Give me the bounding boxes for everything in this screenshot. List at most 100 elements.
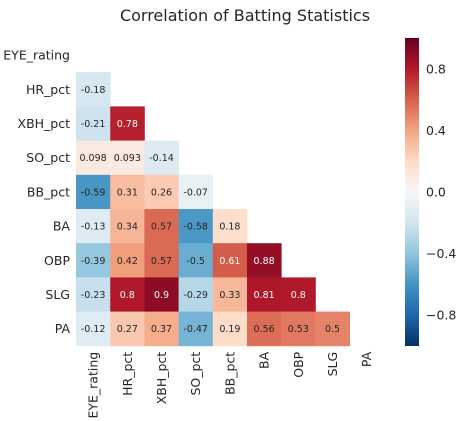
heatmap-cells <box>76 72 350 347</box>
heatmap-cell-PA-SLG <box>315 311 350 347</box>
colorbar-tick-2: 0.0 <box>426 185 446 200</box>
heatmap-cell-PA-OBP <box>281 311 316 347</box>
cell-value-PA-XBH_pct: 0.37 <box>151 324 172 335</box>
cell-value-OBP-BB_pct: 0.61 <box>219 256 240 267</box>
cell-value-OBP-XBH_pct: 0.57 <box>151 256 172 267</box>
heatmap-cell-SLG-XBH_pct <box>144 277 179 312</box>
cell-value-BA-EYE_rating: -0.13 <box>81 222 106 233</box>
cell-value-XBH_pct-EYE_rating: -0.21 <box>81 119 106 130</box>
cell-value-OBP-EYE_rating: -0.39 <box>81 256 106 267</box>
x-tick-SO_pct: SO_pct <box>188 352 203 396</box>
heatmap-cell-OBP-HR_pct <box>110 243 145 278</box>
heatmap-cell-PA-BA <box>247 311 282 347</box>
cell-value-SLG-EYE_rating: -0.23 <box>81 290 106 301</box>
colorbar <box>405 38 419 346</box>
heatmap-cell-BA-XBH_pct <box>144 209 179 244</box>
x-tick-XBH_pct: XBH_pct <box>154 352 169 405</box>
y-tick-HR_pct: HR_pct <box>26 82 70 97</box>
heatmap-cell-SO_pct-XBH_pct <box>144 140 179 176</box>
cell-value-OBP-HR_pct: 0.42 <box>117 256 138 267</box>
cell-value-HR_pct-EYE_rating: -0.18 <box>81 85 106 96</box>
heatmap-cell-HR_pct-EYE_rating <box>76 72 111 107</box>
colorbar-tick-4: 0.8 <box>426 61 446 76</box>
cell-value-SLG-SO_pct: -0.29 <box>183 290 208 301</box>
heatmap-cell-OBP-EYE_rating <box>76 243 111 278</box>
heatmap-cell-OBP-SO_pct <box>178 243 214 278</box>
heatmap-cell-PA-BB_pct <box>212 311 248 347</box>
heatmap-cell-SLG-EYE_rating <box>76 277 111 312</box>
x-axis-tick-labels: EYE_rating HR_pct XBH_pct SO_pct BB_pct BA OBP… <box>86 351 375 418</box>
y-tick-XBH_pct: XBH_pct <box>18 116 71 131</box>
y-axis-tick-labels: EYE_rating HR_pct XBH_pct SO_pct BB_pct BA OBP… <box>3 48 70 337</box>
heatmap-cell-SO_pct-EYE_rating <box>76 140 111 176</box>
cell-value-SLG-XBH_pct: 0.9 <box>154 290 169 301</box>
colorbar-tick-0: −0.8 <box>426 308 456 323</box>
cell-value-SLG-OBP: 0.8 <box>291 290 306 301</box>
heatmap-cell-BA-HR_pct <box>110 209 145 244</box>
colorbar-tick-labels: −0.8 −0.4 0.0 0.4 0.8 <box>426 61 456 322</box>
y-tick-OBP: OBP <box>44 253 70 268</box>
colorbar-tick-1: −0.4 <box>426 246 456 261</box>
cell-value-PA-BB_pct: 0.19 <box>219 324 240 335</box>
cell-value-PA-BA: 0.56 <box>254 324 275 335</box>
heatmap-cell-PA-SO_pct <box>178 311 214 347</box>
cell-value-BB_pct-SO_pct: -0.07 <box>183 187 208 198</box>
heatmap-cell-BB_pct-XBH_pct <box>144 174 179 210</box>
heatmap-cell-OBP-BB_pct <box>212 243 248 278</box>
heatmap-cell-PA-HR_pct <box>110 311 145 347</box>
cell-value-BA-SO_pct: -0.58 <box>183 222 208 233</box>
cell-value-BA-HR_pct: 0.34 <box>117 222 138 233</box>
cell-value-PA-EYE_rating: -0.12 <box>81 324 106 335</box>
y-tick-SO_pct: SO_pct <box>26 150 70 165</box>
x-tick-OBP: OBP <box>291 351 306 377</box>
x-tick-BA: BA <box>257 351 272 369</box>
cell-value-BA-XBH_pct: 0.57 <box>151 222 172 233</box>
heatmap-cell-SLG-OBP <box>281 277 316 312</box>
cell-value-SLG-HR_pct: 0.8 <box>120 290 135 301</box>
y-tick-BB_pct: BB_pct <box>27 184 70 199</box>
heatmap-cell-XBH_pct-HR_pct <box>110 106 145 141</box>
heatmap-cell-XBH_pct-EYE_rating <box>76 106 111 141</box>
y-tick-BA: BA <box>53 219 71 234</box>
cell-value-SLG-BB_pct: 0.33 <box>219 290 240 301</box>
x-tick-PA: PA <box>359 351 374 367</box>
cell-value-BB_pct-XBH_pct: 0.26 <box>151 187 172 198</box>
cell-value-SO_pct-XBH_pct: -0.14 <box>149 153 174 164</box>
cell-value-XBH_pct-HR_pct: 0.78 <box>117 119 138 130</box>
cell-value-PA-HR_pct: 0.27 <box>117 324 138 335</box>
cell-value-BB_pct-HR_pct: 0.31 <box>117 187 138 198</box>
cell-value-PA-SLG: 0.5 <box>325 324 340 335</box>
heatmap-cell-SLG-BB_pct <box>212 277 248 312</box>
heatmap-cell-PA-XBH_pct <box>144 311 179 347</box>
cell-value-PA-OBP: 0.53 <box>288 324 309 335</box>
colorbar-tick-3: 0.4 <box>426 123 446 138</box>
chart-title: Correlation of Batting Statistics <box>120 6 370 25</box>
heatmap-cell-BA-EYE_rating <box>76 209 111 244</box>
heatmap-cell-PA-EYE_rating <box>76 311 111 347</box>
cell-value-OBP-SO_pct: -0.5 <box>186 256 205 267</box>
x-tick-HR_pct: HR_pct <box>120 352 135 396</box>
cell-value-OBP-BA: 0.88 <box>254 256 275 267</box>
heatmap-cell-BB_pct-HR_pct <box>110 174 145 210</box>
heatmap-cell-BB_pct-EYE_rating <box>76 174 111 210</box>
heatmap-cell-labels: -0.18 -0.21 0.78 0.098 0.093 -0.14 -0.59 0.31 0.… <box>79 85 340 335</box>
cell-value-BA-BB_pct: 0.18 <box>219 222 240 233</box>
x-tick-EYE_rating: EYE_rating <box>86 352 101 419</box>
heatmap-cell-SLG-SO_pct <box>178 277 214 312</box>
x-tick-BB_pct: BB_pct <box>222 352 237 395</box>
heatmap-cell-BA-BB_pct <box>212 209 248 244</box>
heatmap-cell-SO_pct-HR_pct <box>110 140 145 176</box>
x-tick-SLG: SLG <box>325 352 340 377</box>
heatmap-cell-BB_pct-SO_pct <box>178 174 214 210</box>
heatmap-cell-BA-SO_pct <box>178 209 214 244</box>
cell-value-SO_pct-EYE_rating: 0.098 <box>79 153 106 164</box>
cell-value-SLG-BA: 0.81 <box>254 290 275 301</box>
cell-value-BB_pct-EYE_rating: -0.59 <box>81 187 106 198</box>
cell-value-SO_pct-HR_pct: 0.093 <box>114 153 141 164</box>
y-tick-SLG: SLG <box>45 287 70 302</box>
y-tick-EYE_rating: EYE_rating <box>3 48 70 63</box>
heatmap-cell-SLG-HR_pct <box>110 277 145 312</box>
y-tick-PA: PA <box>55 321 71 336</box>
heatmap-cell-OBP-BA <box>247 243 282 278</box>
